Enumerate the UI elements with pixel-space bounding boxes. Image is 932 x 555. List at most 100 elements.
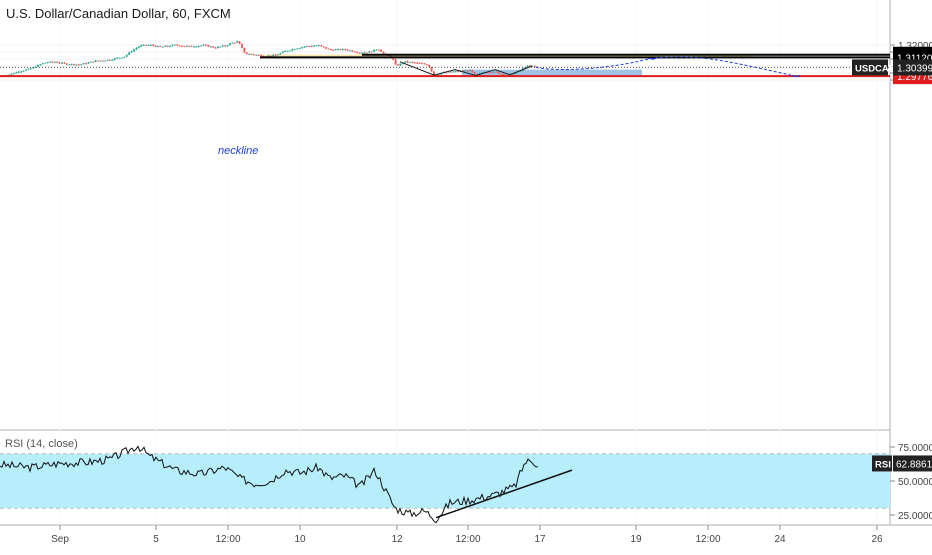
candle-body	[416, 62, 419, 64]
candle-body	[219, 46, 222, 48]
candle-body	[370, 51, 373, 53]
candle-body	[471, 69, 474, 73]
candle-body	[428, 64, 431, 68]
candle-body	[202, 44, 205, 46]
candle-body	[502, 73, 505, 75]
candle-body	[15, 72, 18, 74]
candle-body	[353, 51, 356, 53]
candle-body	[526, 65, 529, 68]
rsi-trendline	[435, 469, 573, 519]
candle-body	[303, 46, 306, 48]
candle-body	[152, 44, 155, 46]
candle-body	[289, 50, 291, 52]
neckline-label: neckline	[218, 145, 258, 157]
candle-body	[349, 50, 351, 52]
candle-body	[197, 45, 200, 47]
candle-body	[229, 43, 231, 46]
time-tick-label: 17	[534, 534, 546, 545]
candle-body	[397, 64, 399, 66]
projection-arrow-down	[791, 74, 801, 78]
candle-body	[109, 59, 111, 61]
time-tick-label: 5	[153, 534, 159, 545]
rsi-tick-label: 25.0000	[898, 511, 932, 522]
candle-body	[137, 46, 140, 48]
candle-body	[56, 61, 59, 63]
candle-body	[99, 60, 102, 62]
candle-body	[89, 61, 92, 63]
chart-title: U.S. Dollar/Canadian Dollar, 60, FXCM	[6, 6, 231, 21]
candle-body	[344, 49, 347, 51]
last-price-label-bg	[893, 59, 932, 76]
candle-body	[260, 55, 263, 57]
candle-body	[70, 63, 73, 65]
candle-body	[461, 70, 464, 72]
candle-body	[375, 49, 378, 51]
candle-body	[421, 63, 423, 65]
candle-body	[281, 51, 284, 54]
pattern-zigzag	[399, 61, 533, 77]
candle-body	[346, 49, 349, 51]
candle-body	[317, 45, 320, 47]
candle-body	[58, 62, 61, 64]
candle-body	[116, 57, 119, 59]
candle-body	[212, 46, 215, 48]
candle-body	[293, 49, 296, 51]
candle-body	[341, 49, 344, 51]
candle-body	[457, 71, 459, 73]
candle-body	[37, 64, 39, 67]
candle-body	[200, 45, 203, 47]
candles[interactable]	[1, 40, 539, 77]
candle-body	[279, 53, 282, 55]
candle-body	[497, 72, 500, 74]
candle-body	[404, 61, 407, 64]
candle-body	[377, 49, 380, 51]
candle-body	[274, 54, 277, 56]
candle-body	[452, 71, 455, 73]
time-tick-label: 26	[871, 534, 883, 545]
candle-body	[253, 54, 255, 56]
candle-body	[185, 45, 188, 47]
candle-body	[164, 45, 167, 47]
candle-body	[243, 47, 246, 53]
candle-body	[425, 64, 428, 66]
candle-body	[418, 62, 421, 64]
time-tick-label: 12:00	[455, 534, 480, 545]
candle-body	[495, 71, 498, 73]
rsi-pane: 75.0000 50.0000 25.0000 RSI 62.8861	[0, 443, 932, 524]
candle-body	[296, 48, 299, 50]
candle-body	[154, 45, 157, 47]
candle-body	[140, 45, 143, 47]
candle-body	[464, 70, 467, 72]
candle-body	[221, 45, 224, 47]
candle-body	[205, 44, 207, 46]
candle-body	[25, 69, 27, 71]
rsi-label: RSI (14, close)	[5, 438, 78, 450]
candle-body	[173, 44, 176, 46]
candle-body	[298, 48, 301, 50]
candle-body	[365, 52, 368, 54]
candle-body	[147, 45, 150, 47]
candle-body	[226, 45, 229, 47]
candle-body	[469, 69, 471, 72]
candle-body	[20, 71, 23, 73]
level-label-lower: 1.31120	[897, 53, 932, 64]
candle-body	[514, 72, 517, 75]
candle-body	[291, 49, 294, 51]
candle-body	[500, 73, 503, 75]
rsi-value: 62.8861	[896, 459, 932, 470]
candle-body	[447, 71, 450, 73]
candle-body	[207, 44, 210, 47]
candle-body	[41, 63, 44, 65]
candle-body	[178, 45, 181, 47]
candle-body	[195, 46, 198, 48]
candle-body	[493, 71, 495, 73]
candle-body	[13, 73, 15, 75]
rsi-name-tag: RSI	[875, 459, 891, 470]
candle-body	[322, 46, 325, 48]
candle-body	[361, 52, 363, 54]
candle-body	[125, 54, 128, 57]
last-price-label: 1.30399	[897, 63, 932, 74]
price-tick-label: 1.32000	[898, 41, 932, 52]
